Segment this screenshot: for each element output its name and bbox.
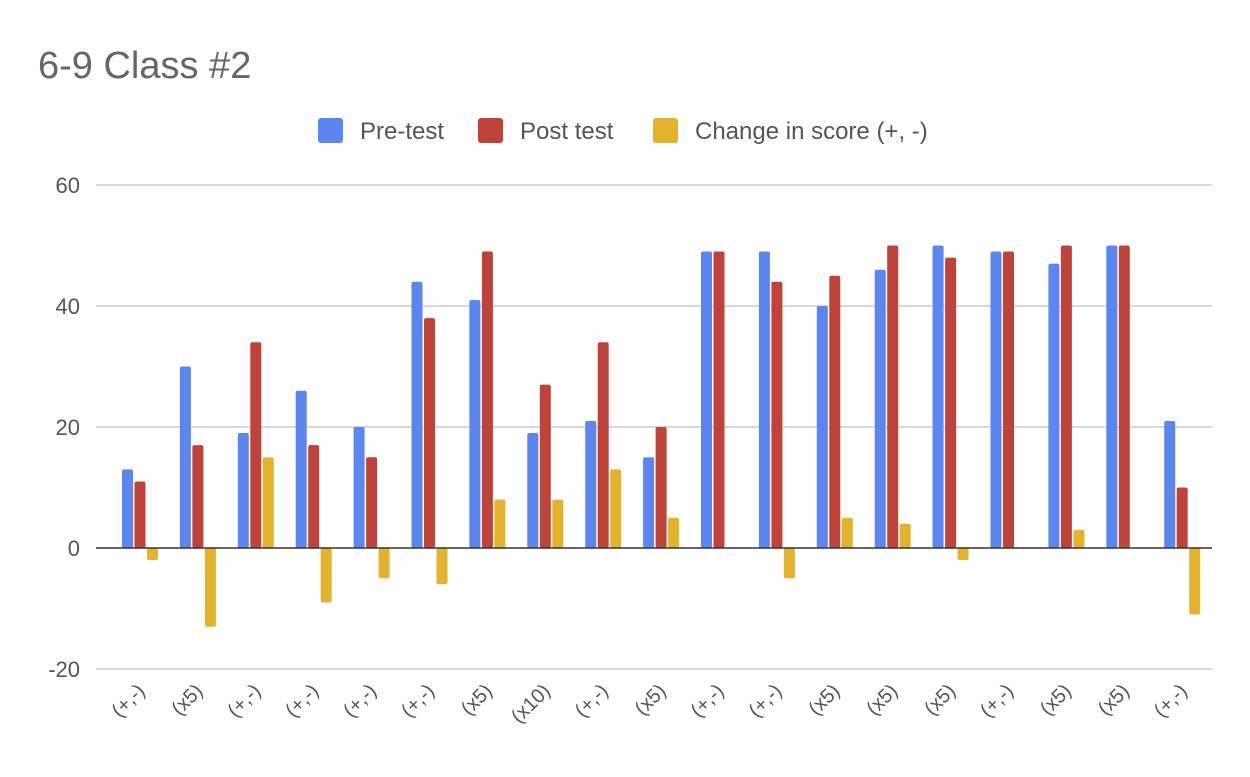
bar-pre-test <box>527 433 539 548</box>
x-tick-label: (+,-) <box>1150 680 1192 722</box>
x-tick-label: (x5) <box>1036 680 1076 720</box>
bars <box>122 245 1201 627</box>
bar-change-in-score <box>668 517 680 548</box>
x-tick-label: (x5) <box>804 680 844 720</box>
x-tick-label: (+,-) <box>745 680 787 722</box>
y-tick-label: 60 <box>56 173 80 198</box>
legend-swatch <box>478 118 503 143</box>
y-axis: -20 0 20 40 60 <box>48 173 80 682</box>
bar-post-test <box>1003 251 1014 549</box>
bar-pre-test <box>353 427 365 548</box>
chart-title: 6-9 Class #2 <box>38 45 251 87</box>
x-tick-label: (+,-) <box>281 680 323 722</box>
bar-change-in-score <box>494 499 506 548</box>
bar-pre-test <box>1048 263 1060 548</box>
bar-change-in-score <box>1189 548 1201 615</box>
bar-change-in-score <box>899 523 911 548</box>
bar-change-in-score <box>436 548 448 585</box>
bar-post-test <box>366 457 378 548</box>
bar-post-test <box>1118 245 1130 548</box>
bar-pre-test <box>701 251 712 549</box>
x-tick-label: (+,-) <box>976 680 1018 722</box>
bar-pre-test <box>411 281 423 548</box>
bar-change-in-score <box>204 548 216 627</box>
y-tick-label: 0 <box>68 536 80 561</box>
legend-label: Pre-test <box>360 118 444 145</box>
x-tick-label: (+,-) <box>223 680 265 722</box>
bar-post-test <box>887 245 899 548</box>
legend-label: Change in score (+, -) <box>695 118 928 145</box>
bar-post-test <box>1060 245 1072 548</box>
bar-pre-test <box>179 366 191 548</box>
bar-pre-test <box>932 245 944 548</box>
bar-change-in-score <box>320 548 332 603</box>
legend-swatch <box>318 118 343 143</box>
bar-change-in-score <box>1073 529 1085 548</box>
bar-post-test <box>945 257 957 548</box>
bar-pre-test <box>1164 420 1176 548</box>
bar-change-in-score <box>783 548 795 579</box>
bar-post-test <box>771 281 783 548</box>
bar-change-in-score <box>262 457 274 548</box>
bar-pre-test <box>295 390 307 548</box>
x-tick-label: (x5) <box>920 680 960 720</box>
y-tick-label: 20 <box>56 415 80 440</box>
bar-post-test <box>192 445 204 548</box>
gridlines <box>96 184 1212 670</box>
legend-swatch <box>653 118 678 143</box>
y-tick-label: 40 <box>56 294 80 319</box>
bar-pre-test <box>643 457 655 548</box>
y-tick-label: -20 <box>48 657 80 682</box>
bar-change-in-score <box>552 499 564 548</box>
x-tick-label: (x5) <box>631 680 671 720</box>
x-tick-label: (+,-) <box>108 680 150 722</box>
bar-pre-test <box>1106 245 1118 548</box>
legend-label: Post test <box>520 118 614 145</box>
bar-pre-test <box>758 251 770 549</box>
bar-post-test <box>713 251 725 549</box>
bar-change-in-score <box>378 548 390 579</box>
bar-change-in-score <box>957 548 969 561</box>
bar-post-test <box>1176 487 1188 548</box>
x-tick-label: (+,-) <box>687 680 729 722</box>
bar-post-test <box>308 445 320 548</box>
bar-post-test <box>481 251 493 549</box>
x-tick-label: (x5) <box>168 680 208 720</box>
x-tick-label: (+,-) <box>339 680 381 722</box>
x-tick-label: (x10) <box>507 680 555 728</box>
bar-pre-test <box>122 469 133 548</box>
bar-pre-test <box>585 420 597 548</box>
bar-pre-test <box>874 269 886 548</box>
x-tick-label: (x5) <box>1094 680 1134 720</box>
bar-post-test <box>597 342 609 548</box>
x-axis: (+,-) (x5) (+,-) (+,-) (+,-) (+,-) (x5) (x10) (+… <box>108 680 1192 728</box>
bar-change-in-score <box>841 517 853 548</box>
x-tick-label: (+,-) <box>571 680 613 722</box>
bar-post-test <box>424 318 435 548</box>
x-tick-label: (x5) <box>862 680 902 720</box>
bar-pre-test <box>990 251 1002 549</box>
bar-pre-test <box>237 433 249 548</box>
bar-post-test <box>134 481 146 548</box>
bar-change-in-score <box>147 548 158 561</box>
x-tick-label: (x5) <box>457 680 497 720</box>
bar-pre-test <box>816 306 828 548</box>
bar-post-test <box>829 275 841 548</box>
x-tick-label: (+,-) <box>397 680 439 722</box>
bar-post-test <box>655 427 667 548</box>
legend: Pre-test Post test Change in score (+, -) <box>318 118 928 145</box>
bar-post-test <box>539 384 551 548</box>
bar-post-test <box>250 342 262 548</box>
bar-pre-test <box>469 299 481 548</box>
bar-change-in-score <box>610 469 622 548</box>
